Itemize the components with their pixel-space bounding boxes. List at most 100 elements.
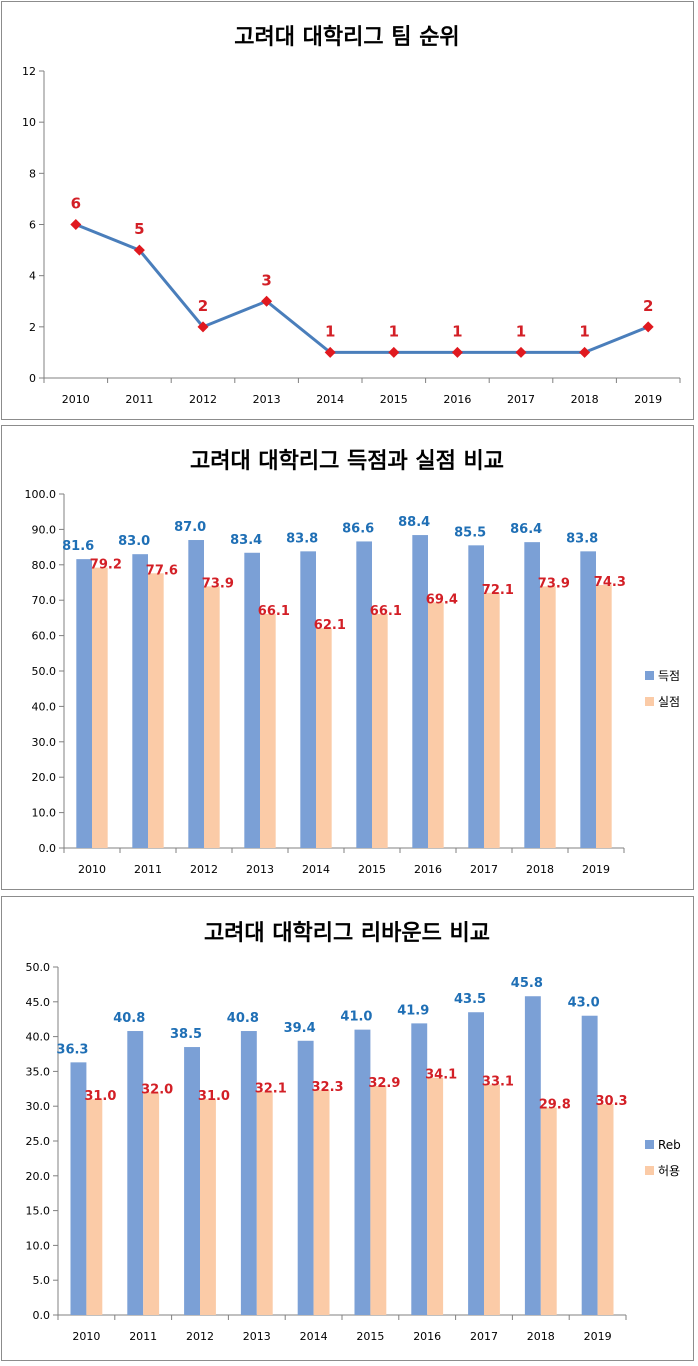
bar-series-a (412, 535, 428, 848)
x-tick-label: 2019 (584, 1330, 612, 1343)
bar-data-label: 88.4 (398, 515, 430, 530)
bar-data-label: 43.5 (454, 992, 486, 1007)
bar-series-b (148, 573, 164, 848)
bar-series-b (484, 1084, 500, 1315)
bar-data-label: 69.4 (426, 592, 458, 607)
y-tick-label: 2 (29, 321, 36, 334)
bar-series-a (354, 1029, 371, 1315)
bar-data-label: 62.1 (314, 618, 346, 633)
bar-data-label: 83.4 (230, 533, 262, 548)
rank-marker (642, 321, 654, 333)
bar-data-label: 32.1 (255, 1082, 287, 1097)
bar-data-label: 73.9 (538, 576, 570, 591)
bar-series-a (244, 552, 260, 848)
y-tick-label: 0.0 (33, 1309, 51, 1322)
rank-marker (133, 244, 145, 256)
bar-series-b (370, 1086, 387, 1315)
bar-series-b (427, 1077, 444, 1315)
rank-data-label: 6 (71, 195, 81, 213)
bar-data-label: 40.8 (227, 1011, 259, 1026)
bar-series-b (372, 614, 388, 848)
bar-data-label: 38.5 (170, 1027, 202, 1042)
legend-swatch (645, 697, 654, 706)
bar-data-label: 29.8 (539, 1098, 571, 1113)
x-tick-label: 2010 (78, 863, 106, 876)
x-tick-label: 2011 (125, 393, 153, 406)
bar-series-b (313, 1090, 330, 1315)
bar-series-b (428, 602, 444, 848)
x-tick-label: 2019 (634, 393, 662, 406)
x-tick-label: 2018 (571, 393, 599, 406)
bar-series-a (581, 1015, 598, 1315)
bar-series-a (127, 1031, 144, 1315)
y-tick-label: 25.0 (26, 1135, 51, 1148)
x-tick-label: 2017 (470, 863, 498, 876)
bar-data-label: 32.3 (312, 1080, 344, 1095)
x-tick-label: 2013 (246, 863, 274, 876)
rank-marker (451, 346, 463, 358)
bar-series-b (143, 1092, 160, 1315)
y-tick-label: 20.0 (32, 771, 57, 784)
bar-data-label: 77.6 (146, 563, 178, 578)
y-tick-label: 30.0 (26, 1100, 51, 1113)
rank-data-label: 1 (516, 322, 526, 340)
x-tick-label: 2014 (316, 393, 344, 406)
bar-series-a (524, 542, 540, 848)
y-tick-label: 5.0 (33, 1274, 51, 1287)
bar-data-label: 41.0 (340, 1010, 372, 1025)
bar-series-a (240, 1031, 257, 1315)
legend-label: 득점 (658, 669, 680, 683)
bar-series-a (297, 1040, 314, 1315)
y-tick-label: 10 (22, 116, 36, 129)
y-tick-label: 8 (29, 167, 36, 180)
y-tick-label: 12 (22, 65, 36, 78)
bar-data-label: 73.9 (202, 576, 234, 591)
y-tick-label: 10.0 (32, 807, 57, 820)
y-tick-label: 6 (29, 219, 36, 232)
bar-series-b (92, 567, 108, 848)
x-tick-label: 2015 (358, 863, 386, 876)
x-tick-label: 2017 (470, 1330, 498, 1343)
y-tick-label: 4 (29, 270, 36, 283)
bar-data-label: 39.4 (284, 1021, 316, 1036)
x-tick-label: 2016 (443, 393, 471, 406)
bar-series-b (540, 586, 556, 848)
y-tick-label: 20.0 (26, 1170, 51, 1183)
x-tick-label: 2012 (189, 393, 217, 406)
y-tick-label: 15.0 (26, 1205, 51, 1218)
bar-data-label: 86.4 (510, 522, 542, 537)
bar-series-b (316, 628, 332, 848)
x-tick-label: 2011 (129, 1330, 157, 1343)
y-tick-label: 100.0 (25, 488, 57, 501)
bar-series-b (86, 1099, 103, 1315)
legend-label: Reb (658, 1138, 681, 1152)
bar-series-a (356, 541, 372, 848)
bar-series-a (524, 996, 541, 1315)
rank-data-label: 1 (579, 322, 589, 340)
rank-marker (515, 346, 527, 358)
bar-data-label: 36.3 (56, 1042, 88, 1057)
rank-marker (261, 295, 273, 307)
rank-series-line (75, 223, 649, 354)
rank-marker (324, 346, 336, 358)
bar-data-label: 79.2 (90, 558, 122, 573)
rank-data-label: 2 (643, 297, 653, 315)
y-tick-label: 45.0 (26, 996, 51, 1009)
x-tick-label: 2018 (526, 863, 554, 876)
x-tick-label: 2014 (300, 1330, 328, 1343)
legend-label: 허용 (658, 1164, 680, 1178)
bar-series-b (596, 584, 612, 848)
score-bar-chart: 고려대 대학리그 득점과 실점 비교 0.0 10.0 20.0 30.0 40.0 50… (25, 449, 681, 876)
bar-data-label: 31.0 (84, 1089, 116, 1104)
bar-series-a (132, 554, 148, 848)
bar-series-b (260, 614, 276, 848)
bar-series-b (204, 586, 220, 848)
bar-series-a (184, 1047, 200, 1315)
score-chart-panel: 고려대 대학리그 득점과 실점 비교 0.0 10.0 20.0 30.0 40.0 50… (1, 425, 694, 890)
bar-data-label: 45.8 (511, 976, 543, 991)
chart-title: 고려대 대학리그 득점과 실점 비교 (190, 449, 504, 474)
bar-data-label: 33.1 (482, 1075, 514, 1090)
rebound-chart-panel: 고려대 대학리그 리바운드 비교 0.0 5.0 10.0 15.0 20.0 25.0 3… (1, 896, 694, 1361)
chart-title: 고려대 대학리그 리바운드 비교 (204, 921, 490, 946)
bar-series-b (484, 592, 500, 848)
